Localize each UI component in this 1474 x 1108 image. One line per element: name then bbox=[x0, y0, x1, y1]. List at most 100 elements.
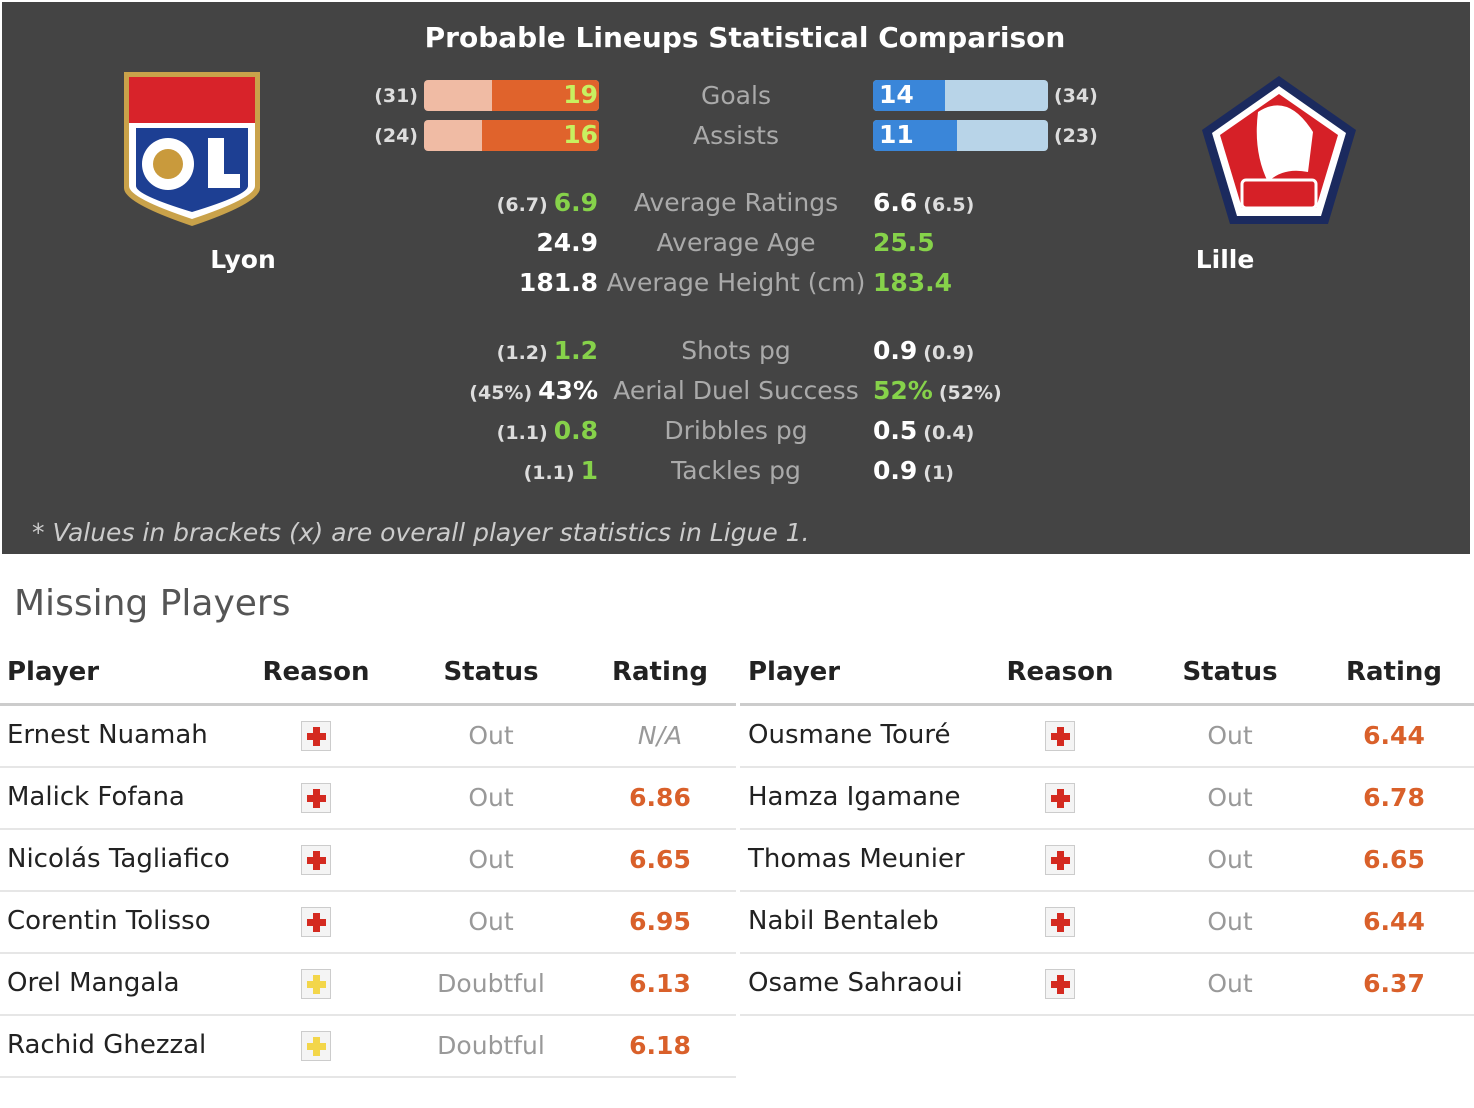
stat-overall: (45%) bbox=[469, 382, 533, 404]
cross bbox=[1051, 981, 1070, 988]
stat-overall: (0.4) bbox=[923, 422, 975, 444]
stat-value: 11 bbox=[879, 120, 914, 149]
stat-overall: (31) bbox=[374, 85, 418, 107]
rating: 6.13 bbox=[629, 969, 691, 998]
reason-icon bbox=[1045, 783, 1075, 813]
away-stat: 25.5 bbox=[873, 230, 935, 255]
team-name: Lyon bbox=[210, 245, 276, 274]
player-name: Nicolás Tagliafico bbox=[7, 844, 230, 874]
stat-bar-fill bbox=[873, 80, 946, 111]
section-title: Missing Players bbox=[14, 583, 291, 624]
cross bbox=[307, 795, 326, 802]
player-name: Osame Sahraoui bbox=[748, 968, 963, 998]
column-header: Rating bbox=[1345, 657, 1443, 687]
player-name: Thomas Meunier bbox=[748, 844, 965, 874]
lille-logo bbox=[1202, 76, 1356, 224]
column-header: Reason bbox=[262, 657, 370, 687]
stat-value: 6.9 bbox=[553, 188, 598, 217]
status: Out bbox=[468, 907, 514, 936]
reason-icon bbox=[1045, 721, 1075, 751]
rating: 6.44 bbox=[1363, 721, 1425, 750]
stat-value: 1.2 bbox=[553, 336, 598, 365]
away-stat: 0.9 (1) bbox=[873, 458, 954, 483]
status: Out bbox=[1207, 721, 1253, 750]
row-rule bbox=[0, 828, 736, 830]
player-name: Orel Mangala bbox=[7, 968, 180, 998]
status: Doubtful bbox=[437, 969, 545, 998]
stat-value: 43% bbox=[538, 376, 598, 405]
stat-label: Assists bbox=[693, 121, 779, 150]
column-header: Player bbox=[7, 657, 100, 687]
row-rule bbox=[740, 952, 1474, 954]
row-rule bbox=[0, 1014, 736, 1016]
reason-icon bbox=[301, 1031, 331, 1061]
reason-icon bbox=[301, 969, 331, 999]
column-header: Status bbox=[1182, 657, 1278, 687]
stat-overall: (1) bbox=[923, 462, 954, 484]
stat-label: Goals bbox=[701, 81, 771, 110]
cross bbox=[1051, 919, 1070, 926]
reason-icon bbox=[301, 783, 331, 813]
header-rule bbox=[0, 703, 736, 706]
cross bbox=[307, 981, 326, 988]
row-rule bbox=[0, 766, 736, 768]
stat-overall: (0.9) bbox=[923, 342, 975, 364]
cross bbox=[1051, 857, 1070, 864]
row-rule bbox=[740, 890, 1474, 892]
status: Out bbox=[1207, 969, 1253, 998]
status: Out bbox=[468, 721, 514, 750]
player-name: Corentin Tolisso bbox=[7, 906, 211, 936]
row-rule bbox=[740, 1014, 1474, 1016]
cross bbox=[1051, 733, 1070, 740]
stat-value: 19 bbox=[563, 80, 598, 109]
stat-value: 181.8 bbox=[518, 268, 598, 297]
home-stat: 24.9 bbox=[536, 230, 598, 255]
stat-bar-fill bbox=[482, 120, 599, 151]
status: Out bbox=[468, 783, 514, 812]
stat-value: 183.4 bbox=[873, 268, 953, 297]
rating: 6.44 bbox=[1363, 907, 1425, 936]
lyon-logo bbox=[124, 72, 260, 226]
stat-label: Dribbles pg bbox=[664, 416, 808, 445]
reason-icon bbox=[1045, 907, 1075, 937]
cross bbox=[1051, 795, 1070, 802]
column-header: Rating bbox=[611, 657, 709, 687]
rating: 6.37 bbox=[1363, 969, 1425, 998]
rating: 6.95 bbox=[629, 907, 691, 936]
status: Out bbox=[468, 845, 514, 874]
stat-overall: (1.2) bbox=[496, 342, 548, 364]
player-name: Hamza Igamane bbox=[748, 782, 961, 812]
away-stat: 0.9 (0.9) bbox=[873, 338, 974, 363]
row-rule bbox=[740, 766, 1474, 768]
player-name: Rachid Ghezzal bbox=[7, 1030, 207, 1060]
row-rule bbox=[0, 1076, 736, 1078]
stat-overall: (6.7) bbox=[496, 194, 548, 216]
row-rule bbox=[0, 890, 736, 892]
stat-label: Average Age bbox=[656, 228, 816, 257]
stat-bar bbox=[424, 80, 599, 111]
stat-label: Average Height (cm) bbox=[606, 268, 866, 297]
reason-icon bbox=[301, 721, 331, 751]
player-name: Malick Fofana bbox=[7, 782, 185, 812]
stat-value: 0.9 bbox=[873, 456, 918, 485]
row-rule bbox=[0, 952, 736, 954]
rating: 6.65 bbox=[1363, 845, 1425, 874]
away-stat: 52% (52%) bbox=[873, 378, 1002, 403]
stat-label: Shots pg bbox=[681, 336, 791, 365]
reason-icon bbox=[301, 907, 331, 937]
stat-value: 52% bbox=[873, 376, 933, 405]
player-name: Ousmane Touré bbox=[748, 720, 951, 750]
column-header: Player bbox=[748, 657, 841, 687]
rating: 6.18 bbox=[629, 1031, 691, 1060]
cross bbox=[307, 919, 326, 926]
stat-overall: (23) bbox=[1054, 125, 1098, 147]
stat-label: Aerial Duel Success bbox=[613, 376, 859, 405]
stat-bar bbox=[424, 120, 599, 151]
rating: 6.78 bbox=[1363, 783, 1425, 812]
stat-value: 14 bbox=[879, 80, 914, 109]
stat-overall: (24) bbox=[374, 125, 418, 147]
rating: 6.65 bbox=[629, 845, 691, 874]
stat-value: 0.9 bbox=[873, 336, 918, 365]
status: Out bbox=[1207, 783, 1253, 812]
away-stat: 0.5 (0.4) bbox=[873, 418, 974, 443]
